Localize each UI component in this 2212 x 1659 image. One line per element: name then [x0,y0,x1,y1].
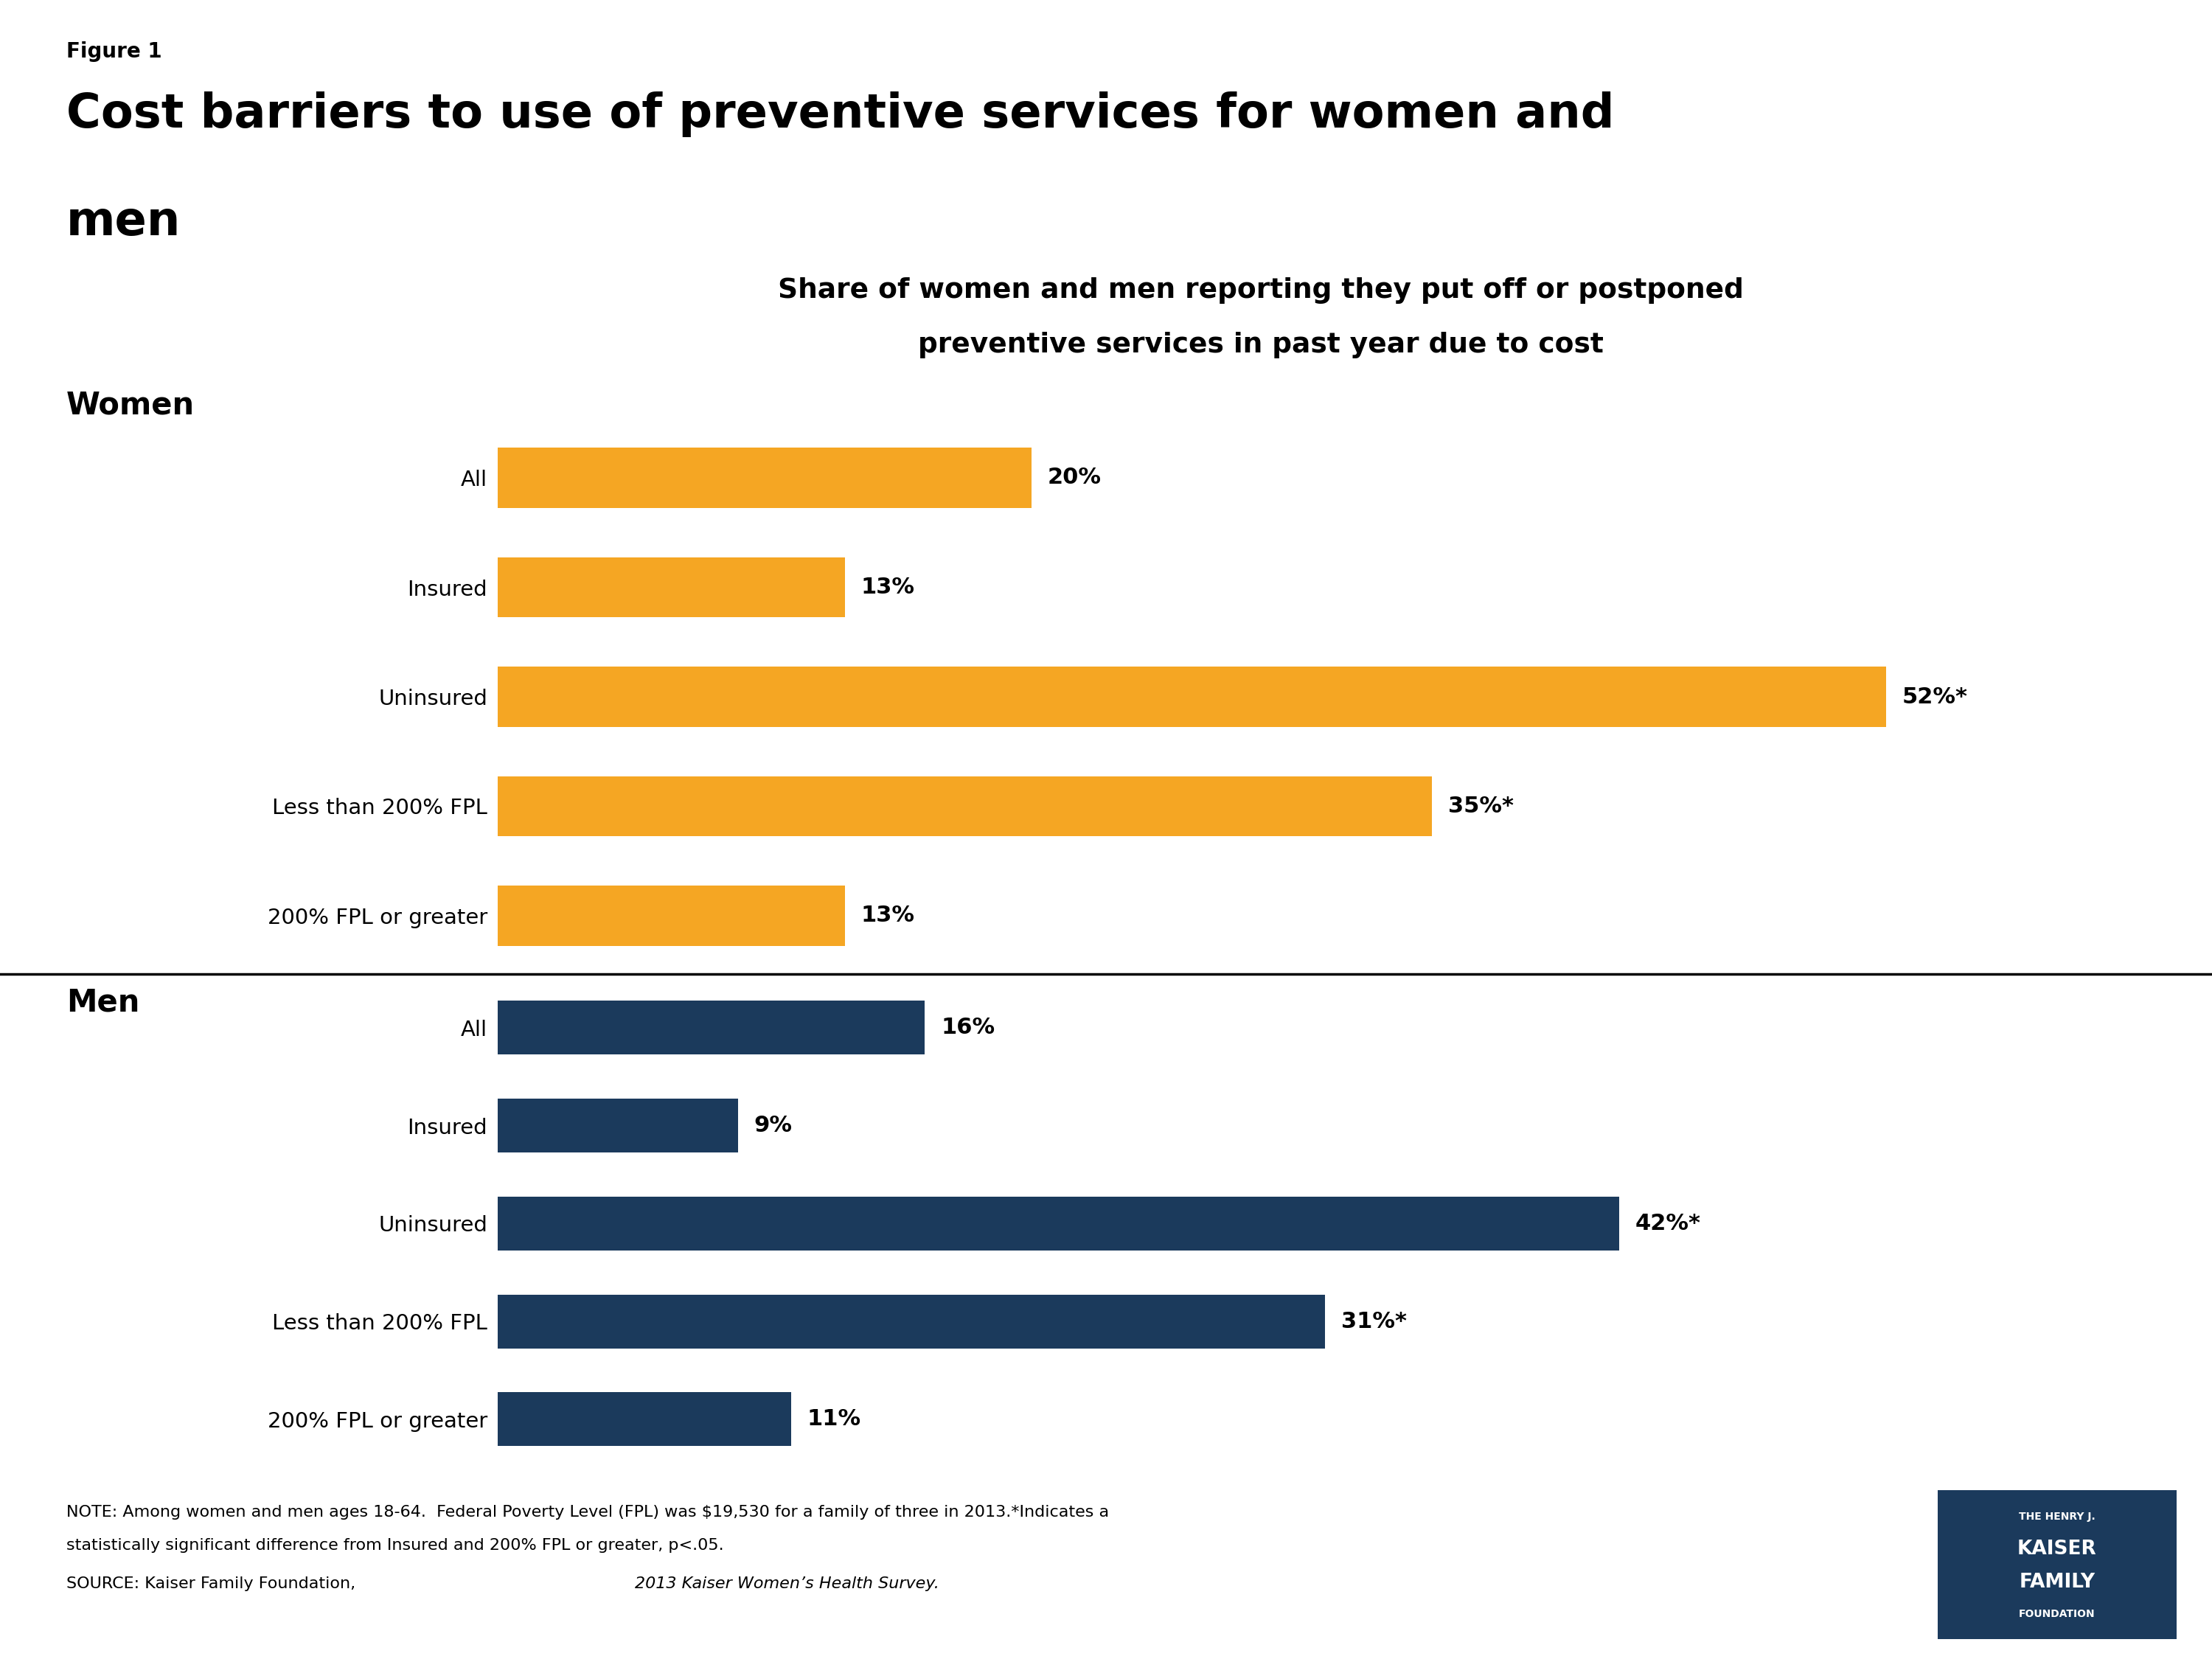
Bar [498,886,845,946]
Text: 13%: 13% [860,577,914,597]
Bar [498,1392,792,1447]
Bar [498,557,845,617]
Text: statistically significant difference from Insured and 200% FPL or greater, p<.05: statistically significant difference fro… [66,1538,723,1553]
Text: 35%*: 35%* [1449,796,1513,816]
Text: Share of women and men reporting they put off or postponed: Share of women and men reporting they pu… [779,277,1743,304]
Text: Cost barriers to use of preventive services for women and: Cost barriers to use of preventive servi… [66,91,1615,138]
Text: 52%*: 52%* [1902,687,1966,707]
Text: Figure 1: Figure 1 [66,41,161,61]
Text: preventive services in past year due to cost: preventive services in past year due to … [918,332,1604,358]
Bar [498,1000,925,1055]
Text: KAISER: KAISER [2017,1540,2097,1559]
Text: 31%*: 31%* [1340,1311,1407,1332]
Text: 2013 Kaiser Women’s Health Survey.: 2013 Kaiser Women’s Health Survey. [635,1576,940,1591]
Text: men: men [66,199,181,246]
Bar [498,776,1431,836]
Text: 9%: 9% [754,1115,792,1136]
Text: NOTE: Among women and men ages 18-64.  Federal Poverty Level (FPL) was $19,530 f: NOTE: Among women and men ages 18-64. Fe… [66,1505,1108,1520]
Text: 11%: 11% [807,1408,860,1430]
Bar [498,667,1887,727]
Text: 16%: 16% [940,1017,995,1039]
Text: 13%: 13% [860,906,914,926]
Text: 20%: 20% [1048,468,1102,488]
Bar [498,1098,739,1153]
Text: 42%*: 42%* [1635,1213,1701,1234]
Bar [498,448,1031,508]
Text: THE HENRY J.: THE HENRY J. [2020,1511,2095,1521]
Bar [498,1196,1619,1251]
Text: FOUNDATION: FOUNDATION [2020,1609,2095,1619]
Text: FAMILY: FAMILY [2020,1573,2095,1593]
Text: Women: Women [66,390,195,421]
Text: Men: Men [66,987,139,1019]
Text: SOURCE: Kaiser Family Foundation,: SOURCE: Kaiser Family Foundation, [66,1576,361,1591]
Bar [498,1294,1325,1349]
